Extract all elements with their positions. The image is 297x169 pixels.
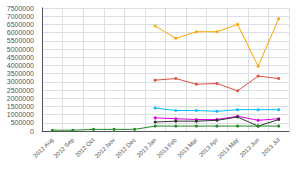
svg-text:4500000: 4500000 xyxy=(7,54,34,61)
svg-text:2013 Jul: 2013 Jul xyxy=(261,137,281,157)
svg-text:7500000: 7500000 xyxy=(7,5,34,12)
svg-text:3500000: 3500000 xyxy=(7,70,34,77)
svg-text:2013 Jan: 2013 Jan xyxy=(136,137,158,159)
svg-text:500000: 500000 xyxy=(11,119,34,126)
svg-text:6000000: 6000000 xyxy=(7,29,34,36)
svg-text:2500000: 2500000 xyxy=(7,87,34,94)
svg-text:2013 May: 2013 May xyxy=(217,137,240,160)
svg-text:3000000: 3000000 xyxy=(7,78,34,85)
svg-text:6500000: 6500000 xyxy=(7,21,34,28)
svg-text:4000000: 4000000 xyxy=(7,62,34,69)
svg-text:2012 Dec: 2012 Dec xyxy=(114,137,136,159)
svg-text:2000000: 2000000 xyxy=(7,95,34,102)
svg-text:2012 Oct: 2012 Oct xyxy=(74,136,96,159)
svg-text:2013 Jun: 2013 Jun xyxy=(239,137,261,159)
svg-text:1000000: 1000000 xyxy=(7,111,34,118)
svg-text:5500000: 5500000 xyxy=(7,37,34,44)
svg-text:0: 0 xyxy=(30,128,34,135)
svg-text:1500000: 1500000 xyxy=(7,103,34,110)
svg-text:7000000: 7000000 xyxy=(7,13,34,20)
svg-text:2012 Sep: 2012 Sep xyxy=(53,136,76,159)
svg-text:2013 Feb: 2013 Feb xyxy=(156,136,179,159)
svg-text:2012 Aug: 2012 Aug xyxy=(32,137,54,159)
svg-text:2012 Nov: 2012 Nov xyxy=(94,137,116,159)
svg-text:5000000: 5000000 xyxy=(7,46,34,53)
svg-text:2013 Apr: 2013 Apr xyxy=(198,137,219,158)
svg-text:2013 Mar: 2013 Mar xyxy=(176,137,198,159)
